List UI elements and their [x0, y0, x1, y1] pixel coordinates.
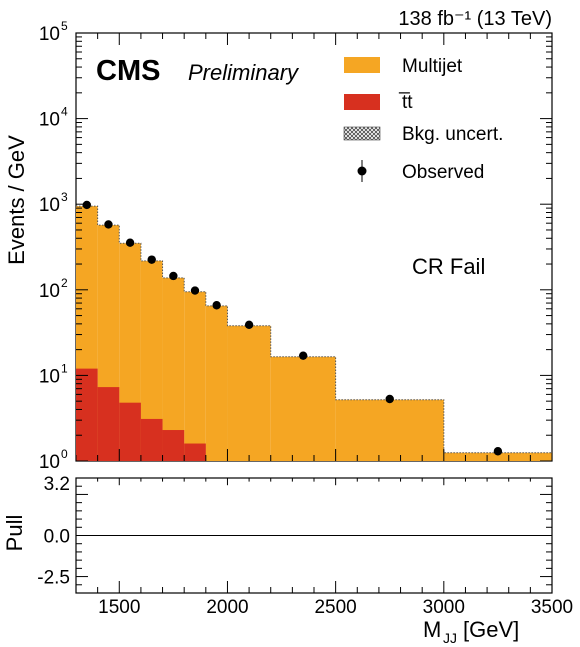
observed-point [244, 320, 254, 330]
main-plot-area [75, 32, 553, 462]
legend-label-observed: Observed [402, 162, 484, 183]
bar-ttbar [140, 418, 163, 461]
bar-multijet [205, 305, 228, 461]
bar-multijet [443, 452, 552, 461]
observed-point [169, 271, 178, 281]
legend-swatch-bkg-uncert [343, 126, 381, 141]
legend-marker-observed [357, 166, 367, 176]
legend-label-ttbar: t̅t [398, 92, 413, 113]
y-tick-label: 10 [39, 110, 60, 131]
bar-multijet [227, 325, 271, 461]
legend: Multijet t̅t Bkg. uncert. Observed [343, 56, 503, 183]
y-tick-label: 10 [39, 281, 60, 302]
bar-ttbar [162, 430, 185, 461]
pull-axis-label: Pull [2, 515, 27, 552]
x-tick-label: 3000 [423, 597, 465, 618]
x-axis-label-main: M [423, 617, 441, 642]
bar-ttbar [184, 443, 206, 461]
observed-point [385, 394, 394, 404]
y-tick-exponent: 1 [61, 361, 68, 375]
y-tick-exponent: 4 [61, 105, 68, 119]
observed-point [147, 255, 156, 264]
y-tick-label: 10 [39, 24, 60, 45]
y-tick-label: 10 [39, 366, 60, 387]
y-tick-label: 10 [39, 195, 60, 216]
observed-point [82, 200, 92, 210]
y-tick-exponent: 2 [61, 276, 68, 290]
legend-label-multijet: Multijet [402, 56, 463, 77]
observed-point [125, 238, 135, 247]
observed-point [190, 286, 200, 295]
pull-plot-area [75, 478, 553, 593]
x-tick-label: 1500 [98, 597, 140, 618]
x-axis-label: M JJ [GeV] [423, 617, 519, 646]
pull-tick-label: 3.2 [44, 474, 70, 495]
observed-point [493, 447, 503, 456]
x-tick-label: 3500 [531, 597, 573, 618]
observed-point [104, 220, 113, 229]
legend-swatch-ttbar [344, 94, 380, 110]
legend-swatch-multijet [344, 57, 380, 73]
x-tick-label: 2500 [314, 597, 356, 618]
pull-tick-label: -2.5 [37, 568, 70, 589]
bar-multijet [184, 291, 206, 461]
x-axis-label-unit: [GeV] [463, 617, 519, 642]
pull-tick-label: 0.0 [44, 527, 70, 548]
observed-point [212, 301, 221, 310]
x-tick-label: 2000 [206, 597, 248, 618]
preliminary-label: Preliminary [188, 60, 300, 85]
observed-point [298, 351, 308, 360]
y-tick-exponent: 3 [61, 190, 68, 204]
y-axis-label: Events / GeV [4, 135, 29, 265]
bar-multijet [140, 260, 163, 461]
bar-ttbar [119, 402, 141, 461]
x-axis-label-sub: JJ [443, 630, 457, 646]
bar-multijet [270, 356, 336, 461]
region-label: CR Fail [412, 254, 485, 279]
legend-label-bkg-uncert: Bkg. uncert. [402, 124, 503, 145]
bar-ttbar [76, 368, 98, 461]
cms-label: CMS [96, 55, 160, 87]
lumi-label: 138 fb⁻¹ (13 TeV) [398, 8, 552, 30]
y-tick-exponent: 0 [61, 447, 68, 461]
bar-multijet [162, 277, 185, 461]
y-tick-label: 10 [39, 452, 60, 473]
bar-ttbar [97, 387, 120, 461]
bar-multijet [335, 399, 444, 461]
y-tick-exponent: 5 [61, 19, 68, 33]
